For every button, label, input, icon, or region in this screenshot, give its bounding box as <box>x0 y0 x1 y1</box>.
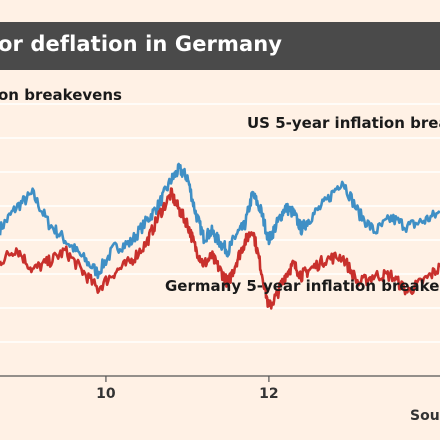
germany-series-line <box>0 187 440 310</box>
series-layer <box>0 162 440 310</box>
us-series-line <box>0 162 440 280</box>
germany-series-label: Germany 5-year inflation breake <box>165 277 439 295</box>
x-tick-label: 12 <box>259 386 278 402</box>
gridlines <box>0 103 440 343</box>
x-tick-labels: 10 12 <box>96 376 279 402</box>
title-bar <box>0 22 440 70</box>
source-note: Sou <box>410 408 440 424</box>
chart-title: or deflation in Germany <box>0 32 283 56</box>
chart-subtitle: on breakevens <box>0 86 122 104</box>
us-series-label: US 5-year inflation brea <box>247 114 440 132</box>
x-tick-label: 10 <box>96 386 116 402</box>
